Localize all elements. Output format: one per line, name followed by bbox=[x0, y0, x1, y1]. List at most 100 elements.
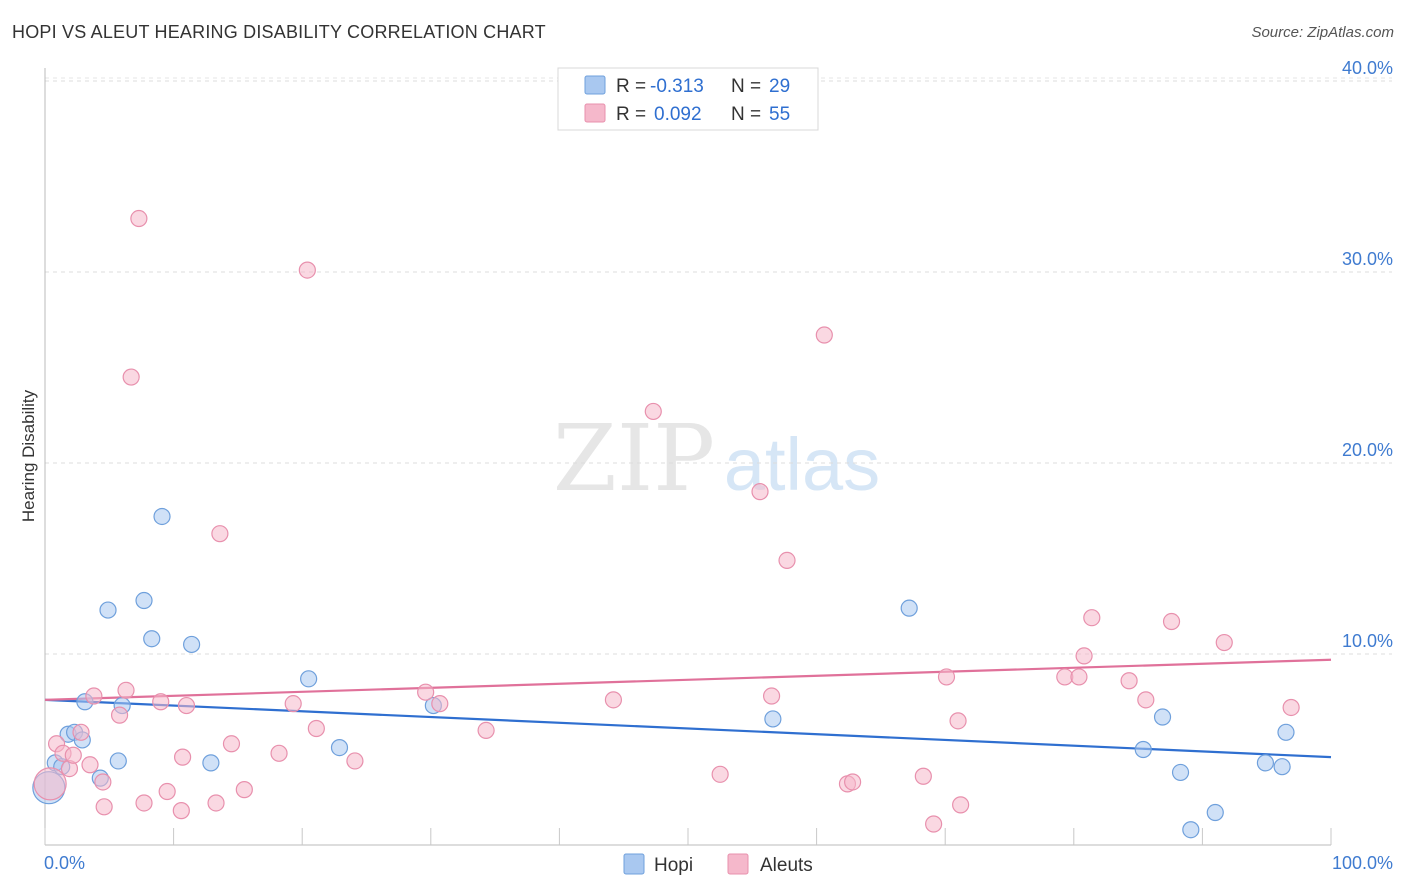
x-tick-label-min: 0.0% bbox=[44, 853, 85, 873]
hopi-point-14 bbox=[183, 635, 201, 654]
bottom-legend-swatch-hopi bbox=[623, 853, 645, 875]
hopi-point-25 bbox=[1206, 803, 1224, 822]
trend-lines bbox=[44, 658, 1332, 759]
legend-r-label-hopi: R = bbox=[616, 76, 646, 97]
hopi-point-17 bbox=[330, 738, 349, 757]
hopi-point-22 bbox=[1153, 708, 1172, 726]
watermark: ZIP atlas bbox=[553, 405, 880, 512]
hopi-point-11 bbox=[135, 591, 153, 610]
watermark-zip: ZIP bbox=[553, 405, 715, 512]
legend-r-label-aleut: R = bbox=[616, 104, 646, 125]
aleut-point-28 bbox=[346, 752, 364, 770]
aleut-point-16 bbox=[158, 782, 176, 801]
legend-swatch-aleut bbox=[584, 103, 606, 123]
aleut-point-42 bbox=[925, 815, 943, 833]
bottom-legend: Hopi Aleuts bbox=[623, 853, 813, 876]
y-tick-label-20: 20.0% bbox=[1342, 440, 1393, 460]
legend-box: R = -0.313 N = 29 R = 0.092 N = 55 bbox=[557, 67, 819, 131]
aleut-point-53 bbox=[1215, 633, 1233, 652]
aleut-point-44 bbox=[949, 712, 967, 730]
aleut-point-40 bbox=[844, 773, 862, 791]
legend-r-value-aleut: 0.092 bbox=[654, 104, 702, 125]
aleut-point-30 bbox=[431, 695, 449, 713]
aleut-point-21 bbox=[211, 525, 229, 543]
hopi-point-28 bbox=[1277, 723, 1295, 741]
aleut-point-8 bbox=[94, 773, 112, 791]
aleut-point-9 bbox=[95, 798, 113, 816]
bottom-legend-label-hopi: Hopi bbox=[654, 855, 693, 876]
source-credit: Source: ZipAtlas.com bbox=[1251, 24, 1394, 41]
aleut-point-41 bbox=[914, 767, 932, 785]
hopi-point-27 bbox=[1273, 758, 1291, 776]
aleut-point-54 bbox=[1282, 698, 1300, 717]
aleut-point-27 bbox=[307, 719, 325, 738]
hopi-point-26 bbox=[1256, 754, 1275, 772]
aleut-point-51 bbox=[1137, 691, 1155, 709]
hopi-point-13 bbox=[153, 507, 171, 526]
aleut-point-6 bbox=[81, 756, 99, 774]
aleut-point-45 bbox=[952, 796, 970, 814]
hopi-point-9 bbox=[109, 752, 127, 770]
hopi-point-16 bbox=[300, 670, 318, 688]
aleut-point-35 bbox=[751, 483, 769, 501]
aleut-point-20 bbox=[207, 794, 225, 812]
data-points bbox=[32, 209, 1300, 839]
aleut-point-13 bbox=[130, 209, 148, 228]
hopi-point-8 bbox=[99, 601, 117, 619]
x-tick-label-max: 100.0% bbox=[1332, 853, 1393, 873]
legend-n-label-hopi: N = bbox=[731, 76, 761, 97]
hopi-point-21 bbox=[1134, 740, 1152, 759]
hopi-point-24 bbox=[1182, 821, 1200, 839]
aleut-point-43 bbox=[937, 668, 956, 686]
y-tick-label-30: 30.0% bbox=[1342, 249, 1393, 269]
chart-title: HOPI VS ALEUT HEARING DISABILITY CORRELA… bbox=[12, 22, 546, 42]
legend-n-value-aleut: 55 bbox=[769, 104, 790, 125]
axes: 10.0% 20.0% 30.0% 40.0% 0.0% 100.0% bbox=[44, 58, 1393, 873]
aleut-point-12 bbox=[122, 368, 140, 386]
hopi-point-23 bbox=[1171, 763, 1190, 782]
hopi-point-12 bbox=[143, 630, 161, 648]
aleut-point-37 bbox=[778, 551, 796, 570]
grid bbox=[45, 77, 1392, 655]
aleut-point-52 bbox=[1162, 612, 1181, 631]
aleut-point-29 bbox=[417, 683, 435, 701]
aleut-point-7 bbox=[85, 687, 103, 705]
aleut-point-11 bbox=[117, 681, 135, 699]
aleut-point-14 bbox=[135, 794, 153, 812]
y-tick-label-10: 10.0% bbox=[1342, 631, 1393, 651]
legend-swatch-hopi bbox=[584, 75, 606, 95]
aleut-point-17 bbox=[172, 802, 190, 820]
aleut-point-48 bbox=[1075, 647, 1093, 665]
aleut-point-5 bbox=[72, 723, 90, 741]
aleut-point-34 bbox=[711, 765, 729, 783]
hopi-point-19 bbox=[764, 710, 782, 728]
y-axis-label: Hearing Disability bbox=[19, 389, 38, 522]
legend-r-value-hopi: -0.313 bbox=[650, 76, 704, 97]
legend-n-value-hopi: 29 bbox=[769, 76, 790, 97]
aleut-point-19 bbox=[177, 696, 196, 715]
aleut-point-18 bbox=[174, 748, 192, 766]
aleut-point-33 bbox=[644, 402, 662, 421]
aleut-point-31 bbox=[477, 721, 495, 740]
hopi-trend-line bbox=[44, 698, 1332, 759]
aleut-point-26 bbox=[298, 261, 316, 279]
bottom-legend-swatch-aleut bbox=[727, 853, 749, 875]
aleut-point-36 bbox=[762, 687, 781, 705]
aleut-point-32 bbox=[604, 691, 623, 709]
aleut-trend-line bbox=[44, 658, 1332, 701]
aleut-point-23 bbox=[235, 781, 253, 799]
aleut-point-22 bbox=[222, 735, 241, 753]
bottom-legend-label-aleut: Aleuts bbox=[760, 855, 813, 876]
watermark-atlas: atlas bbox=[724, 423, 880, 506]
y-tick-label-40: 40.0% bbox=[1342, 58, 1393, 78]
aleut-point-47 bbox=[1070, 668, 1088, 686]
aleut-point-24 bbox=[270, 744, 288, 762]
aleut-point-25 bbox=[284, 695, 302, 713]
aleut-point-10 bbox=[110, 706, 129, 724]
aleut-point-49 bbox=[1083, 609, 1101, 627]
hopi-point-15 bbox=[202, 754, 220, 772]
legend-n-label-aleut: N = bbox=[731, 104, 761, 125]
aleut-point-50 bbox=[1120, 672, 1138, 690]
aleut-point-15 bbox=[152, 693, 170, 711]
